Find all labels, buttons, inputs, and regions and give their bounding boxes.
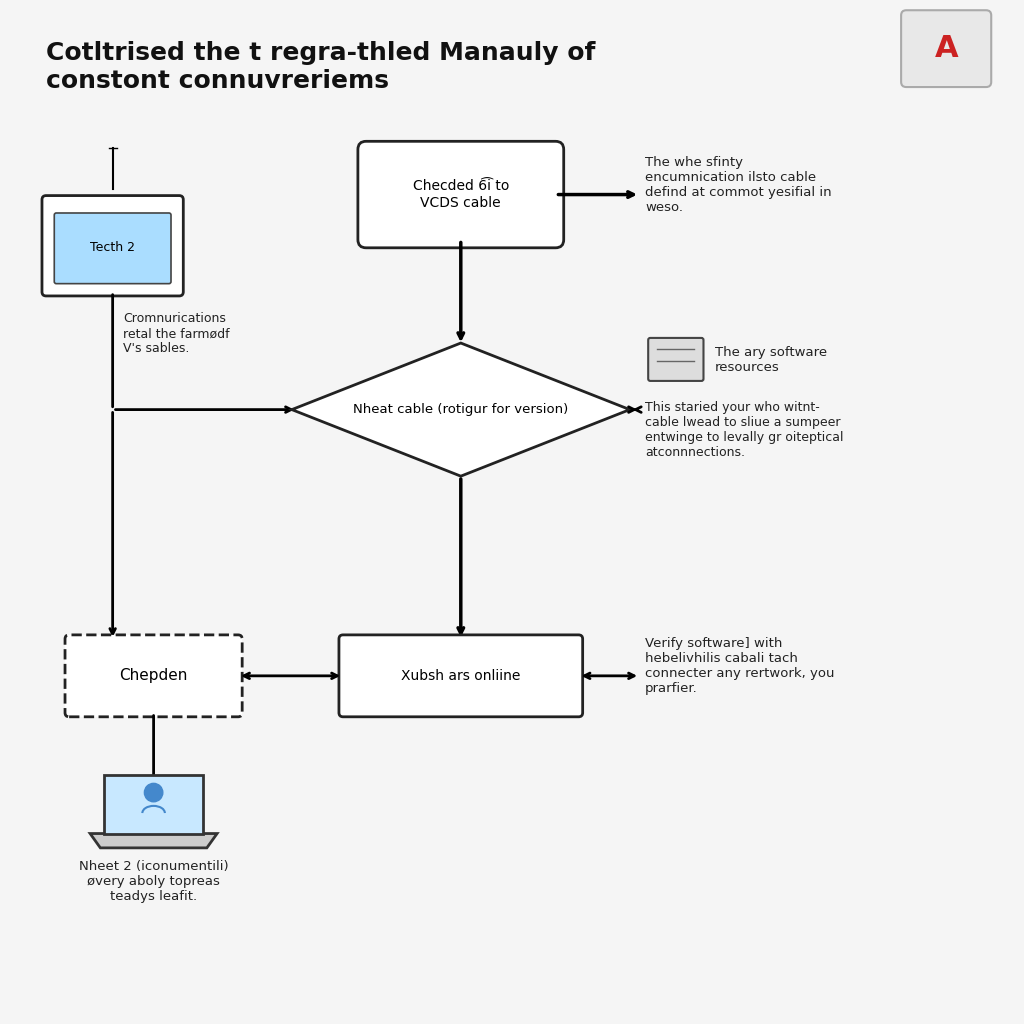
Text: Cotltrised the t regra-thled Manauly of
constont connuvreriems: Cotltrised the t regra-thled Manauly of … xyxy=(46,41,595,93)
Text: Cromnurications
retal the farmødf
V's sables.: Cromnurications retal the farmødf V's sa… xyxy=(123,312,229,355)
Polygon shape xyxy=(104,775,203,834)
Text: This staried your who witnt-
cable lwead to sliue a sumpeer
entwinge to levally : This staried your who witnt- cable lwead… xyxy=(645,401,844,460)
Text: Xubsh ars onliine: Xubsh ars onliine xyxy=(401,669,520,683)
Text: Verify software] with
hebelivhilis cabali tach
connecter any rertwork, you
prarf: Verify software] with hebelivhilis cabal… xyxy=(645,637,835,695)
Polygon shape xyxy=(90,834,217,848)
Circle shape xyxy=(144,783,163,802)
Polygon shape xyxy=(292,343,630,476)
Text: The whe sfinty
encumnication ilsto cable
defind at commot yesifial in
weso.: The whe sfinty encumnication ilsto cable… xyxy=(645,156,831,214)
FancyBboxPatch shape xyxy=(901,10,991,87)
Text: Checded 6͡i to
VCDS cable: Checded 6͡i to VCDS cable xyxy=(413,179,509,210)
Text: Nheet 2 (iconumentili)
øvery aboly topreas
teadys leafit.: Nheet 2 (iconumentili) øvery aboly topre… xyxy=(79,860,228,903)
FancyBboxPatch shape xyxy=(339,635,583,717)
FancyBboxPatch shape xyxy=(42,196,183,296)
Text: Nheat cable (rotigur for version): Nheat cable (rotigur for version) xyxy=(353,403,568,416)
FancyBboxPatch shape xyxy=(66,635,243,717)
FancyBboxPatch shape xyxy=(648,338,703,381)
FancyBboxPatch shape xyxy=(358,141,564,248)
Text: The ary software
resources: The ary software resources xyxy=(715,346,826,374)
Text: Tecth 2: Tecth 2 xyxy=(90,242,135,254)
FancyBboxPatch shape xyxy=(54,213,171,284)
Text: Chepden: Chepden xyxy=(120,669,187,683)
Text: A: A xyxy=(934,34,958,63)
